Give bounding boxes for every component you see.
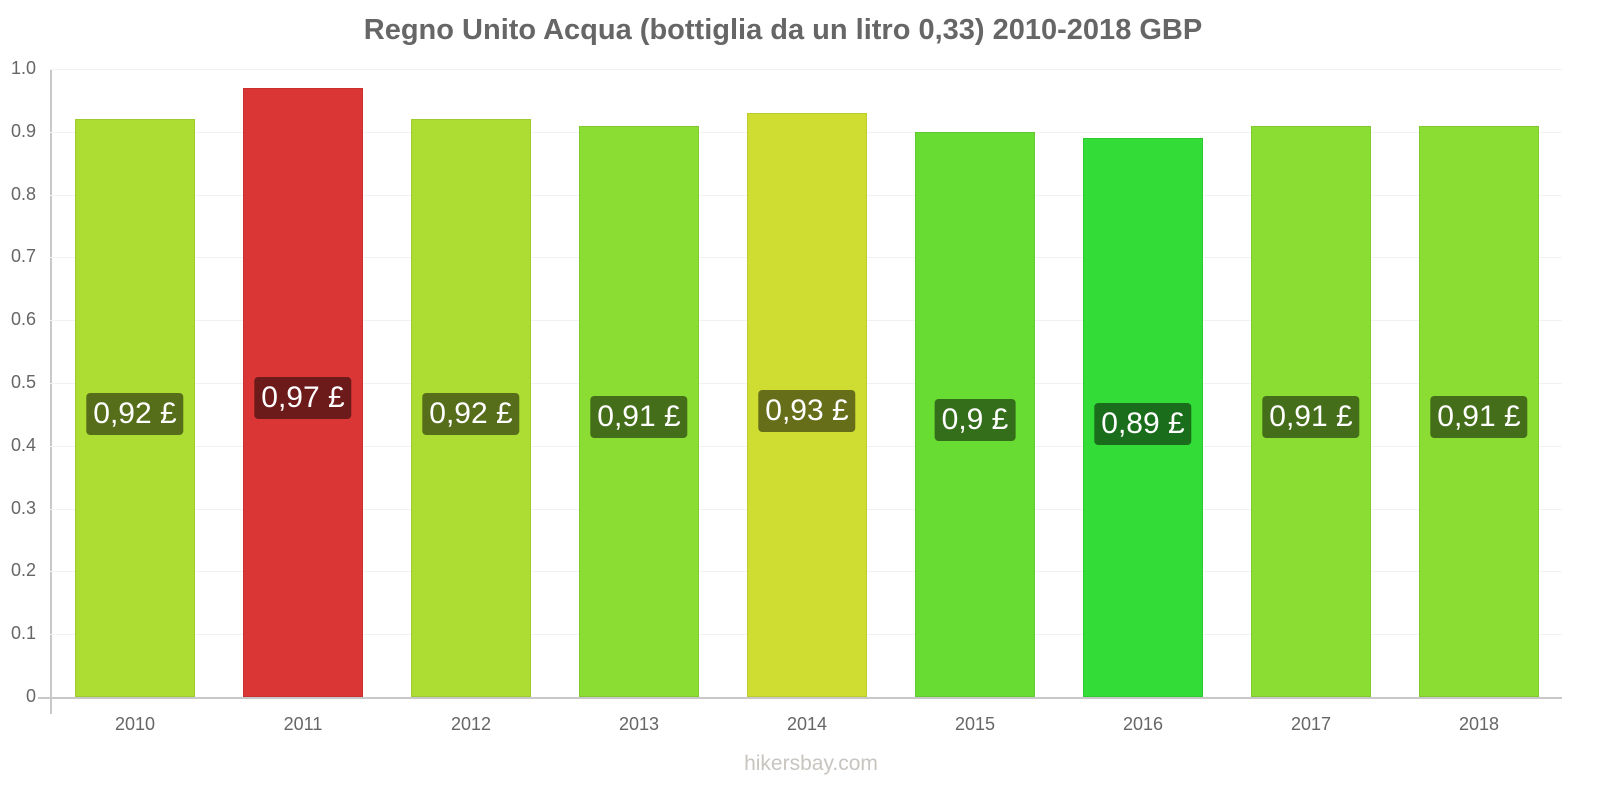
y-tick-label: 0.9 [10, 120, 36, 141]
data-label: 0,91 £ [1430, 396, 1528, 439]
data-label: 0,93 £ [758, 389, 856, 432]
x-tick-label: 2012 [450, 714, 492, 734]
chart-title: Regno Unito Acqua (bottiglia da un litro… [363, 14, 1203, 46]
y-tick-label: 0 [25, 686, 36, 706]
data-label: 0,92 £ [422, 393, 520, 436]
data-label: 0,92 £ [86, 393, 184, 436]
y-tick-label: 0.4 [10, 434, 36, 455]
data-label: 0,9 £ [934, 399, 1016, 442]
x-tick-label: 2017 [1290, 714, 1332, 734]
data-label: 0,91 £ [1262, 396, 1360, 439]
x-tick-label: 2014 [786, 714, 828, 734]
x-tick-label: 2011 [283, 714, 323, 734]
gridline [50, 69, 1562, 70]
x-tick-label: 2015 [954, 714, 996, 734]
x-tick-label: 2010 [114, 714, 156, 734]
y-tick-label: 0.5 [10, 372, 36, 392]
y-axis [50, 69, 52, 714]
y-tick-label: 1.0 [10, 58, 36, 78]
y-tick-label: 0.3 [10, 497, 36, 518]
x-tick-label: 2016 [1122, 714, 1164, 734]
y-tick-label: 0.7 [10, 246, 36, 267]
y-tick-label: 0.1 [10, 623, 36, 644]
data-label: 0,91 £ [590, 396, 688, 439]
y-tick-label: 0.2 [10, 560, 36, 581]
data-label: 0,89 £ [1094, 402, 1192, 445]
data-label: 0,97 £ [254, 377, 352, 420]
x-tick-label: 2013 [618, 714, 660, 734]
y-tick-label: 0.8 [10, 183, 36, 204]
x-axis [38, 697, 1562, 699]
y-tick-label: 0.6 [10, 309, 36, 330]
watermark: hikersbay.com [744, 752, 878, 775]
x-tick-label: 2018 [1458, 714, 1500, 734]
